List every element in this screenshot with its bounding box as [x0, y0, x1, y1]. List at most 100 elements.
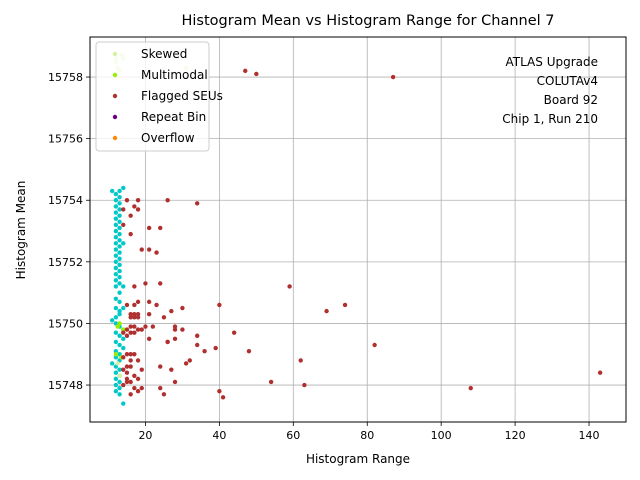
y-axis: 15748 15750 15752 15754 15756 15758: [48, 71, 90, 392]
point-flagged-seus: [158, 225, 163, 231]
background-point: [109, 188, 115, 194]
point-flagged-seus: [128, 392, 133, 397]
x-tick-label: 60: [286, 429, 300, 442]
point-flagged-seus: [146, 336, 152, 342]
point-flagged-seus: [135, 358, 141, 363]
background-point: [113, 339, 119, 345]
point-flagged-seus: [243, 68, 248, 74]
legend-marker: [112, 51, 118, 57]
point-flagged-seus: [132, 312, 137, 317]
background-point: [121, 305, 126, 311]
point-flagged-seus: [128, 379, 133, 385]
point-flagged-seus: [121, 355, 126, 360]
background-point: [121, 336, 126, 342]
point-flagged-seus: [217, 302, 222, 308]
point-flagged-seus: [128, 364, 133, 369]
background-point: [121, 401, 126, 406]
point-flagged-seus: [468, 385, 473, 391]
point-flagged-seus: [132, 302, 137, 308]
point-flagged-seus: [139, 367, 144, 372]
point-flagged-seus: [124, 370, 130, 375]
legend-label: Flagged SEUs: [141, 89, 223, 103]
legend-marker: [112, 72, 118, 78]
point-flagged-seus: [121, 382, 126, 388]
point-flagged-seus: [187, 358, 193, 363]
background-point: [113, 376, 119, 382]
point-flagged-seus: [135, 207, 141, 212]
y-tick-label: 15752: [48, 256, 83, 269]
point-flagged-seus: [128, 213, 133, 218]
point-flagged-seus: [172, 327, 178, 332]
point-flagged-seus: [124, 333, 130, 338]
background-point: [113, 222, 119, 228]
background-point: [113, 216, 119, 221]
point-flagged-seus: [132, 330, 137, 335]
point-flagged-seus: [161, 315, 167, 320]
background-point: [117, 299, 122, 305]
point-flagged-seus: [195, 342, 200, 348]
point-flagged-seus: [128, 324, 133, 329]
background-point: [117, 201, 122, 206]
point-flagged-seus: [135, 389, 141, 394]
background-point: [117, 238, 122, 243]
background-point: [117, 385, 122, 391]
background-point: [117, 379, 122, 385]
point-flagged-seus: [390, 74, 396, 80]
background-point: [117, 268, 122, 274]
point-flagged-seus: [597, 370, 603, 375]
background-point: [117, 231, 122, 237]
legend-label: Skewed: [141, 47, 187, 61]
point-flagged-seus: [124, 198, 130, 203]
point-flagged-seus: [287, 284, 292, 289]
background-point: [113, 355, 119, 360]
y-tick-label: 15756: [48, 133, 83, 146]
chart-title: Histogram Mean vs Histogram Range for Ch…: [182, 13, 555, 29]
background-point: [113, 305, 119, 311]
point-flagged-seus: [121, 330, 126, 335]
background-point: [117, 281, 122, 286]
point-flagged-seus: [342, 302, 348, 308]
background-point: [117, 188, 122, 194]
background-point: [117, 367, 122, 372]
point-flagged-seus: [132, 373, 137, 378]
point-flagged-seus: [172, 336, 178, 342]
background-point: [117, 308, 122, 314]
point-flagged-seus: [128, 358, 133, 363]
x-tick-label: 20: [138, 429, 152, 442]
legend-label: Repeat Bin: [141, 110, 206, 124]
background-point: [113, 198, 119, 203]
point-flagged-seus: [132, 324, 137, 329]
x-tick-label: 140: [579, 429, 600, 442]
background-point: [117, 262, 122, 268]
legend-marker: [112, 93, 118, 99]
background-point: [113, 348, 119, 354]
point-flagged-seus: [324, 308, 329, 314]
point-flagged-seus: [121, 367, 126, 372]
background-point: [109, 318, 115, 323]
background-point: [113, 330, 119, 335]
background-point: [121, 185, 126, 191]
point-multimodal: [117, 321, 122, 326]
point-flagged-seus: [372, 342, 377, 348]
x-tick-label: 100: [431, 429, 452, 442]
background-point: [113, 228, 119, 234]
background-point: [113, 204, 119, 209]
background-point: [121, 284, 126, 289]
background-point: [117, 275, 122, 280]
background-point: [117, 290, 122, 295]
chart-annotation: ATLAS Upgrade COLUTAv4 Board 92 Chip 1, Run…: [502, 55, 598, 126]
background-point: [113, 271, 119, 277]
point-flagged-seus: [195, 201, 200, 206]
point-flagged-seus: [128, 231, 133, 237]
point-flagged-seus: [124, 379, 130, 385]
point-flagged-seus: [150, 324, 156, 329]
legend-marker: [112, 114, 118, 120]
point-flagged-seus: [180, 327, 185, 332]
background-point: [117, 342, 122, 348]
background-point: [117, 225, 122, 231]
point-flagged-seus: [217, 389, 222, 394]
legend-label: Multimodal: [141, 68, 208, 82]
background-point: [117, 256, 122, 261]
background-point: [117, 207, 122, 212]
